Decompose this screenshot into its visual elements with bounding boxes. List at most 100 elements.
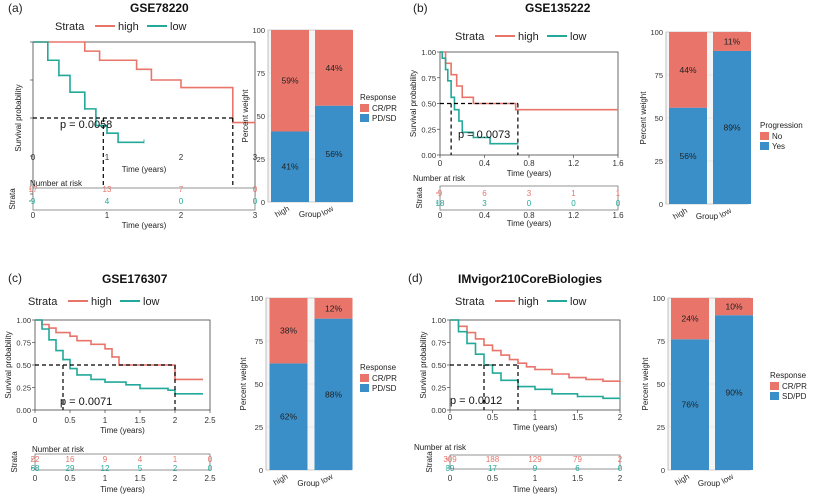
bar-y-tick-label: 25 — [257, 155, 265, 164]
panel-label: (d) — [408, 271, 423, 285]
y-axis-label: Survival probability — [14, 84, 23, 151]
bar-top-label: 11% — [724, 36, 741, 46]
risk-count-low: 9 — [31, 197, 36, 206]
bar-category-label: low — [720, 472, 735, 486]
risk-x-tick-label: 1 — [533, 474, 538, 483]
bar-y-tick-label: 25 — [255, 423, 263, 432]
bar-bottom-segment-high — [269, 363, 308, 470]
risk-count-high: 2 — [618, 455, 623, 464]
x-axis-label: Time (years) — [122, 165, 167, 174]
x-tick-label: 0.8 — [523, 159, 535, 168]
risk-count-low: 0 — [253, 197, 258, 206]
strata-legend-title: Strata — [455, 31, 485, 43]
bar-top-segment-high — [669, 32, 707, 108]
panel-4: (d) IMvigor210CoreBiologies Strata high low 0… — [408, 271, 807, 494]
bar-y-tick-label: 25 — [655, 157, 663, 166]
y-tick-label: 0.00 — [421, 151, 436, 160]
y-axis-label: Survival probability — [419, 331, 428, 398]
bar-category-label: high — [673, 472, 691, 487]
panel-1: (a) GSE78220 Strata high low 0 1 2 3 Time (years)… — [8, 1, 397, 230]
strata-legend-title: Strata — [28, 296, 58, 308]
bar-bottom-label: 56% — [325, 149, 342, 159]
bar-legend-bottom-swatch — [760, 142, 769, 150]
bar-legend-title: Response — [360, 363, 397, 372]
risk-count-high: 6 — [482, 189, 487, 198]
risk-x-axis-label: Time (years) — [122, 221, 167, 230]
x-tick-label: 2 — [179, 153, 184, 162]
x-axis-label: Time (years) — [513, 423, 558, 432]
risk-table-box — [449, 454, 621, 470]
chart-title: GSE176307 — [102, 272, 168, 286]
bar-y-axis-label: Percent weight — [239, 357, 248, 411]
risk-strata-label: Strata — [8, 188, 17, 210]
bar-top-label: 38% — [280, 326, 297, 336]
legend-high-label: high — [118, 21, 139, 33]
bar-legend-title: Progression — [760, 121, 803, 130]
risk-count-high: 1 — [173, 455, 178, 464]
chart-title: GSE135222 — [525, 1, 591, 15]
x-tick-label: 2.5 — [204, 416, 216, 425]
bar-bottom-segment-low — [314, 318, 353, 470]
y-tick-label: 0.75 — [16, 339, 31, 348]
bar-legend-bottom-label: PD/SD — [372, 384, 397, 393]
risk-x-tick-label: 0 — [33, 474, 38, 483]
survival-curve-low — [35, 319, 203, 395]
x-tick-label: 1.2 — [568, 159, 580, 168]
risk-x-tick-label: 1.5 — [572, 474, 584, 483]
bar-y-tick-label: 50 — [655, 114, 663, 123]
risk-x-tick-label: 0.5 — [487, 474, 499, 483]
risk-count-low: 39 — [446, 464, 455, 473]
bar-y-tick-label: 100 — [652, 294, 665, 303]
risk-strata-label: Strata — [415, 187, 424, 209]
risk-x-tick-label: 1.2 — [568, 211, 580, 220]
legend-high-label: high — [518, 31, 539, 43]
p-value: p = 0.0073 — [458, 129, 510, 141]
y-tick-label: 1.00 — [431, 316, 446, 325]
risk-count-low: 0 — [208, 464, 213, 473]
risk-count-high: 22 — [31, 455, 40, 464]
bar-y-tick-label: 100 — [650, 28, 663, 37]
bar-top-segment-low — [315, 30, 353, 106]
bar-y-tick-label: 25 — [657, 423, 665, 432]
bar-bottom-label: 62% — [280, 412, 297, 422]
bar-legend-title: Response — [360, 93, 397, 102]
risk-count-high: 79 — [573, 455, 582, 464]
bar-y-tick-label: 50 — [255, 380, 263, 389]
bar-y-tick-label: 100 — [252, 26, 265, 35]
risk-x-tick-label: 2 — [179, 211, 184, 220]
bar-y-tick-label: 0 — [659, 200, 663, 209]
risk-count-low: 0 — [571, 199, 576, 208]
bar-legend-top-label: CR/PR — [372, 374, 397, 383]
bar-bottom-segment-low — [715, 315, 753, 470]
bar-y-axis-label: Percent weight — [641, 357, 650, 411]
bar-top-segment-high — [671, 298, 709, 340]
risk-count-low: 2 — [173, 464, 178, 473]
risk-count-low: 0 — [616, 199, 621, 208]
risk-count-low: 6 — [575, 464, 580, 473]
risk-count-low: 9 — [533, 464, 538, 473]
bar-legend-bottom-swatch — [360, 114, 369, 122]
bar-bottom-label: 41% — [281, 162, 298, 172]
bar-y-tick-label: 75 — [255, 337, 263, 346]
x-tick-label: 1 — [533, 413, 538, 422]
y-tick-label: 0.25 — [16, 384, 31, 393]
risk-x-tick-label: 0.4 — [479, 211, 491, 220]
bar-x-axis-label: Group — [696, 212, 719, 221]
x-tick-label: 1.5 — [572, 413, 584, 422]
bar-top-label: 44% — [325, 63, 342, 73]
survival-curve-low — [33, 41, 144, 144]
y-tick-label: 0.00 — [16, 406, 31, 415]
survival-curve-high — [440, 51, 618, 111]
bar-y-tick-label: 0 — [661, 466, 665, 475]
bar-category-label: low — [320, 204, 335, 218]
bar-y-tick-label: 100 — [250, 294, 263, 303]
x-tick-label: 0 — [33, 416, 38, 425]
risk-x-axis-label: Time (years) — [513, 485, 558, 494]
y-tick-label: 0.25 — [431, 384, 446, 393]
risk-count-high: 9 — [103, 455, 108, 464]
risk-count-low: 0 — [179, 197, 184, 206]
bar-top-segment-low — [713, 32, 751, 51]
risk-x-tick-label: 3 — [253, 211, 258, 220]
p-value: p = 0.0012 — [450, 395, 502, 407]
